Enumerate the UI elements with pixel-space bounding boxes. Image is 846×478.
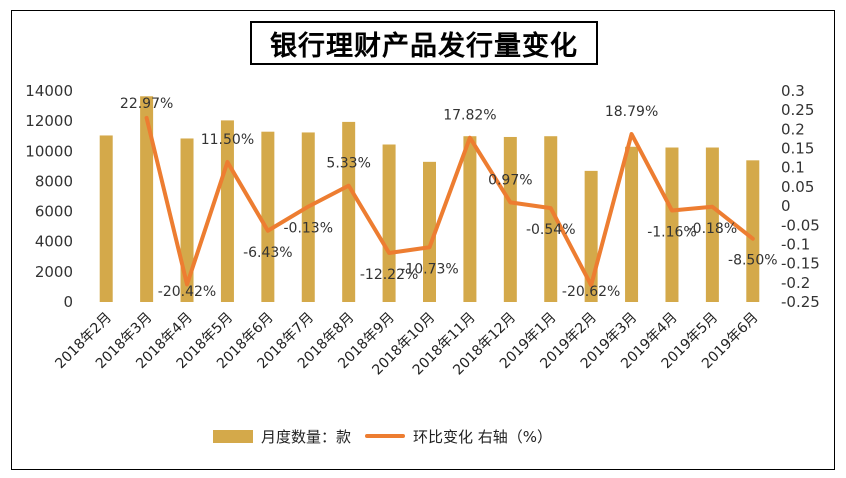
right-tick-label: 0.15 — [781, 140, 814, 158]
bar — [301, 132, 315, 302]
legend: 月度数量：款 环比变化 右轴（%） — [213, 425, 566, 447]
right-tick-label: 0 — [781, 197, 791, 215]
bar — [342, 121, 356, 303]
left-axis-ticks: 0 2000 4000 6000 8000 10000 12000 14000 — [25, 82, 73, 311]
left-tick-label: 12000 — [25, 112, 73, 130]
data-label: 17.82% — [443, 108, 496, 124]
bar — [705, 147, 719, 302]
data-label: 18.79% — [605, 104, 658, 120]
bar — [463, 136, 477, 302]
data-label: -0.54% — [526, 222, 576, 238]
data-label: -6.43% — [243, 245, 293, 261]
chart-title: 银行理财产品发行量变化 — [250, 21, 598, 65]
left-tick-label: 8000 — [35, 172, 73, 190]
legend-label-line: 环比变化 右轴（%） — [413, 427, 553, 446]
left-tick-label: 2000 — [35, 263, 73, 281]
right-tick-label: -0.1 — [781, 235, 810, 253]
bar — [140, 96, 154, 303]
legend-item-line: 环比变化 右轴（%） — [365, 426, 552, 447]
bar — [382, 144, 396, 302]
data-label: -20.62% — [562, 284, 620, 300]
right-tick-label: 0.1 — [781, 159, 805, 177]
right-tick-label: 0.2 — [781, 120, 805, 138]
right-axis-ticks: -0.25-0.2-0.15-0.1-0.0500.050.10.150.20.… — [781, 82, 820, 311]
left-tick-label: 6000 — [35, 203, 73, 221]
data-label: -0.13% — [283, 221, 333, 237]
line-series — [144, 115, 755, 288]
bar-series — [99, 96, 760, 303]
bar — [544, 136, 558, 302]
right-tick-label: -0.05 — [781, 216, 820, 234]
data-label: 11.50% — [201, 132, 254, 148]
data-label: 22.97% — [120, 96, 173, 112]
data-label: -8.50% — [728, 253, 778, 269]
data-labels: 22.97% -20.42% 11.50% -6.43% -0.13% 5.33% -12.… — [120, 96, 778, 300]
left-tick-label: 4000 — [35, 233, 73, 251]
data-label: 5.33% — [326, 156, 370, 172]
bar — [261, 131, 275, 302]
data-label: -1.16% — [647, 225, 697, 241]
data-label: -20.42% — [158, 284, 216, 300]
data-label: -10.73% — [400, 261, 458, 277]
bar — [665, 147, 679, 302]
right-tick-label: 0.25 — [781, 101, 814, 119]
left-tick-label: 10000 — [25, 142, 73, 160]
bar — [625, 146, 639, 302]
right-tick-label: -0.2 — [781, 274, 810, 292]
legend-item-bars: 月度数量：款 — [213, 426, 351, 447]
bar — [746, 160, 760, 302]
bar — [503, 136, 517, 302]
right-tick-label: 0.05 — [781, 178, 814, 196]
right-tick-label: 0.3 — [781, 82, 805, 100]
data-label: -12.22% — [360, 267, 418, 283]
x-axis-ticks: 2018年2月2018年3月2018年4月2018年5月2018年6月2018年… — [52, 310, 761, 379]
legend-swatch-bar — [213, 429, 253, 443]
left-tick-label: 0 — [63, 293, 73, 311]
legend-label-bars: 月度数量：款 — [261, 427, 352, 446]
bar — [180, 138, 194, 302]
data-label: 0.97% — [488, 172, 532, 188]
legend-swatch-line — [365, 434, 406, 438]
bar — [99, 135, 113, 302]
line-series-path — [144, 115, 755, 288]
data-label: -0.18% — [688, 221, 738, 237]
left-tick-label: 14000 — [25, 82, 73, 100]
right-tick-label: -0.25 — [781, 293, 820, 311]
bar — [423, 161, 436, 302]
right-tick-label: -0.15 — [781, 255, 820, 273]
